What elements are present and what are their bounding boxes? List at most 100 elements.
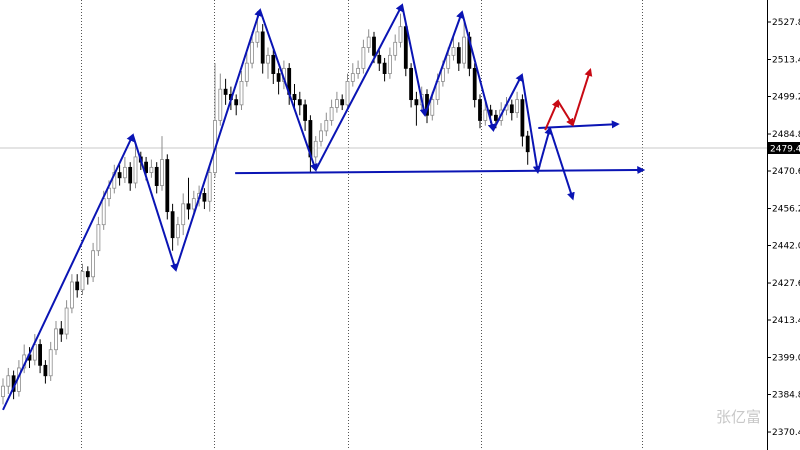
bull-candle: [48, 349, 53, 377]
blue-up-arrow: [536, 126, 553, 173]
bear-candle: [234, 99, 239, 106]
bear-candle: [260, 31, 265, 64]
y-tick-label: 2484.80: [772, 130, 800, 140]
bear-candle: [154, 166, 159, 186]
bear-candle: [271, 54, 276, 74]
red-projection-arrow: [544, 99, 560, 131]
bull-candle: [218, 88, 223, 121]
bear-candle: [520, 99, 525, 137]
bear-candle: [38, 344, 42, 366]
current-price-label: 2479.43: [770, 145, 800, 155]
bull-candle: [1, 385, 5, 397]
bull-candle: [149, 166, 154, 173]
zigzag-segment: [174, 8, 263, 271]
price-axis: 2527.80 2513.40 2499.20 2484.80 2470.60 2456.…: [767, 18, 800, 438]
bull-candle: [123, 166, 127, 179]
bull-candle: [387, 54, 392, 74]
bear-candle: [276, 73, 281, 82]
watermark: 张亿富: [716, 408, 762, 426]
bull-candle: [313, 140, 318, 158]
zigzag-segment: [401, 4, 428, 117]
bull-candle: [181, 203, 186, 226]
bull-candle: [6, 375, 11, 387]
bear-candle: [117, 172, 122, 179]
bull-candle: [266, 54, 270, 64]
bull-candle: [250, 41, 255, 64]
red-projection-arrow: [557, 100, 574, 127]
bear-candle: [292, 94, 297, 101]
annotations: [2, 3, 646, 411]
bull-candle: [462, 36, 467, 64]
candles: [1, 11, 530, 405]
y-tick-label: 2427.60: [772, 279, 800, 289]
bull-candle: [334, 99, 339, 108]
bear-candle: [85, 271, 90, 278]
bear-candle: [75, 281, 80, 291]
bull-candle: [80, 271, 85, 291]
y-tick-label: 2399.00: [772, 354, 800, 364]
bull-candle: [483, 109, 488, 121]
resistance-line: [538, 120, 620, 130]
bear-candle: [478, 99, 482, 121]
bull-candle: [398, 26, 403, 43]
bear-candle: [297, 99, 302, 106]
bear-candle: [170, 211, 175, 239]
zigzag-segment: [461, 11, 496, 133]
bull-candle: [319, 130, 323, 142]
blue-down-arrow: [549, 127, 575, 201]
bear-candle: [372, 36, 376, 56]
zigzag-segment: [314, 3, 404, 171]
y-tick-label: 2470.60: [772, 167, 800, 177]
y-tick-label: 2499.20: [772, 93, 800, 103]
bear-candle: [186, 203, 191, 210]
bear-candle: [377, 54, 382, 64]
y-tick-label: 2370.40: [772, 428, 800, 438]
bull-candle: [101, 198, 106, 226]
bull-candle: [324, 120, 329, 132]
bear-candle: [525, 135, 530, 153]
bull-candle: [239, 80, 244, 106]
bear-candle: [144, 161, 149, 173]
bear-candle: [509, 104, 514, 114]
bull-candle: [64, 307, 69, 335]
bull-candle: [160, 159, 164, 186]
zigzag-segment: [520, 74, 541, 175]
bull-candle: [430, 99, 435, 116]
support-line: [235, 166, 646, 175]
bear-candle: [456, 47, 461, 64]
bear-candle: [493, 114, 498, 121]
bear-candle: [165, 159, 170, 213]
bull-candle: [451, 47, 456, 56]
bear-candle: [223, 88, 228, 95]
y-tick-label: 2513.40: [772, 56, 800, 66]
zigzag-segment: [2, 133, 134, 411]
bull-candle: [96, 224, 101, 252]
y-tick-label: 2384.80: [772, 391, 800, 401]
zigzag-segment: [131, 134, 178, 272]
red-projection-arrow: [571, 68, 593, 126]
bear-candle: [409, 67, 414, 101]
bear-candle: [128, 166, 133, 184]
bull-candle: [191, 198, 196, 210]
bull-candle: [350, 73, 355, 82]
current-price-badge: [768, 142, 800, 155]
bull-candle: [361, 47, 366, 69]
bull-candle: [175, 224, 180, 239]
bull-candle: [107, 187, 111, 200]
bull-candle: [356, 67, 361, 74]
bull-candle: [329, 107, 334, 121]
bear-candle: [303, 104, 308, 121]
bull-candle: [207, 172, 212, 202]
y-tick-label: 2456.20: [772, 205, 800, 215]
bull-candle: [440, 67, 445, 82]
bear-candle: [472, 67, 477, 101]
zigzag-segment: [259, 9, 318, 172]
bull-candle: [515, 99, 519, 114]
bull-candle: [255, 31, 260, 43]
bull-candle: [446, 54, 451, 69]
zigzag-segment: [492, 73, 523, 131]
bull-candle: [54, 328, 58, 351]
bull-candle: [70, 281, 74, 309]
bear-candle: [43, 364, 48, 377]
